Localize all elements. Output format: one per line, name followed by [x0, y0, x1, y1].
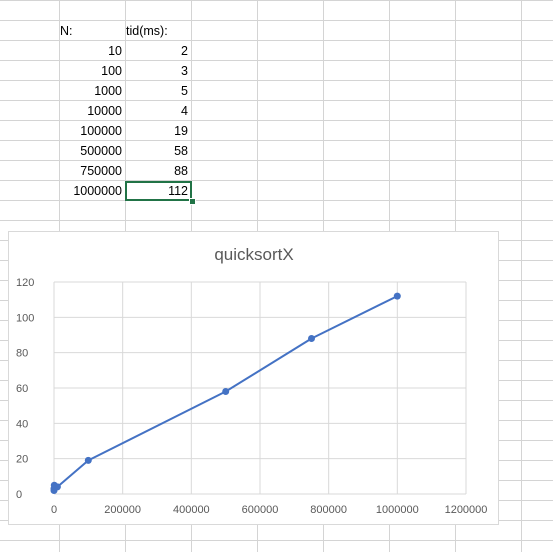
x-axis-ticks: 0 200000 400000 600000 800000 1000000 1200000 — [51, 504, 487, 516]
cell-tid[interactable]: 19 — [174, 124, 188, 138]
y-tick-label: 80 — [16, 348, 28, 360]
x-tick-label: 400000 — [173, 504, 210, 516]
x-tick-label: 0 — [51, 504, 57, 516]
header-tid[interactable]: tid(ms): — [126, 24, 168, 38]
x-tick-label: 200000 — [104, 504, 141, 516]
chart-title: quicksortX — [214, 245, 293, 264]
cell-n[interactable]: 10 — [108, 44, 122, 58]
data-point — [393, 292, 401, 300]
y-tick-label: 120 — [16, 277, 34, 289]
cell-n[interactable]: 1000 — [94, 84, 122, 98]
cell-tid[interactable]: 3 — [181, 64, 188, 78]
data-point — [84, 456, 92, 464]
cell-tid[interactable]: 4 — [181, 104, 188, 118]
data-point — [308, 335, 315, 342]
cell-n[interactable]: 100 — [101, 64, 122, 78]
line-chart: quicksortX 0 20 40 60 80 100 120 0 200000 400000… — [16, 245, 487, 516]
chart-frame[interactable]: quicksortX 0 20 40 60 80 100 120 0 200000 400000… — [8, 231, 499, 525]
y-tick-label: 0 — [16, 489, 22, 501]
header-n[interactable]: N: — [60, 24, 73, 38]
cell-n[interactable]: 100000 — [80, 124, 122, 138]
x-tick-label: 600000 — [242, 504, 279, 516]
series — [50, 292, 401, 494]
x-tick-label: 1200000 — [445, 504, 488, 516]
y-tick-label: 100 — [16, 312, 34, 324]
data-point — [53, 483, 61, 491]
y-tick-label: 40 — [16, 418, 28, 430]
cell-tid-selected[interactable]: 112 — [168, 184, 188, 198]
cell-tid[interactable]: 5 — [181, 84, 188, 98]
cell-tid[interactable]: 88 — [174, 164, 188, 178]
cell-n[interactable]: 750000 — [80, 164, 122, 178]
active-cell-border — [125, 181, 192, 201]
y-tick-label: 20 — [16, 454, 28, 466]
y-tick-label: 60 — [16, 383, 28, 395]
cell-tid[interactable]: 2 — [181, 44, 188, 58]
cell-n[interactable]: 10000 — [87, 104, 122, 118]
cell-n[interactable]: 1000000 — [73, 184, 122, 198]
cell-n[interactable]: 500000 — [80, 144, 122, 158]
x-tick-label: 800000 — [310, 504, 347, 516]
x-tick-label: 1000000 — [376, 504, 419, 516]
fill-handle[interactable] — [189, 198, 196, 205]
gridlines — [53, 281, 467, 495]
cell-tid[interactable]: 58 — [174, 144, 188, 158]
data-point — [222, 388, 230, 395]
y-axis-ticks: 0 20 40 60 80 100 120 — [16, 277, 34, 501]
